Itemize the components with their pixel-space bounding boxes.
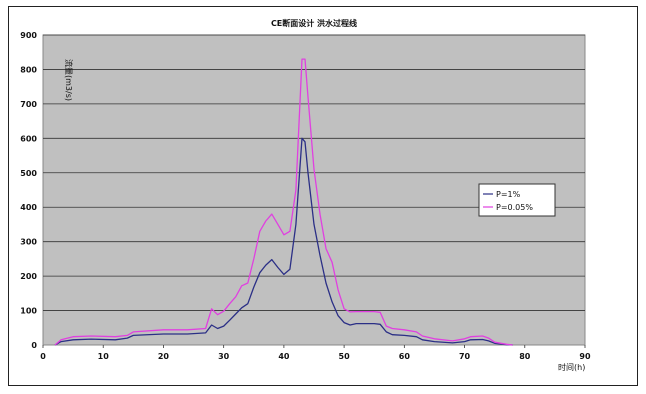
x-tick-label: 60 — [399, 352, 411, 361]
legend-box — [478, 183, 556, 217]
legend: P=1% P=0.05% — [478, 183, 556, 217]
x-axis-ticks: 0 10 20 30 40 50 60 70 80 90 — [40, 345, 591, 361]
x-tick-label: 80 — [519, 352, 531, 361]
y-tick-label: 500 — [20, 169, 37, 178]
y-tick-label: 0 — [31, 341, 37, 350]
y-tick-label: 200 — [20, 272, 37, 281]
y-tick-label: 700 — [20, 100, 37, 109]
y-tick-label: 900 — [20, 31, 37, 40]
legend-label-p1: P=1% — [496, 190, 521, 199]
legend-label-p005: P=0.05% — [496, 203, 533, 212]
series-line-1 — [54, 58, 513, 346]
flood-hydrograph-chart: 0 10 20 30 40 50 60 70 80 90 0 100 200 300 400 500 600 7… — [20, 18, 591, 372]
x-tick-label: 90 — [579, 352, 591, 361]
x-tick-label: 0 — [40, 352, 46, 361]
x-tick-label: 10 — [98, 352, 110, 361]
series-lines — [54, 58, 513, 346]
x-tick-label: 70 — [459, 352, 471, 361]
y-tick-label: 600 — [20, 134, 37, 143]
x-tick-label: 20 — [158, 352, 170, 361]
y-tick-label: 100 — [20, 307, 37, 316]
x-axis-label: 时间(h) — [558, 362, 585, 372]
chart-frame: 0 10 20 30 40 50 60 70 80 90 0 100 200 300 400 500 600 7… — [8, 6, 638, 386]
y-tick-label: 400 — [20, 203, 37, 212]
x-tick-label: 50 — [339, 352, 351, 361]
y-tick-label: 800 — [20, 65, 37, 74]
gridlines — [43, 34, 585, 311]
series-line-0 — [54, 137, 513, 346]
y-axis-label: 流量(m3/s) — [64, 59, 74, 101]
y-tick-label: 300 — [20, 238, 37, 247]
x-tick-label: 40 — [278, 352, 290, 361]
x-tick-label: 30 — [218, 352, 230, 361]
chart-title: CE断面设计 洪水过程线 — [271, 18, 357, 28]
y-axis-ticks: 0 100 200 300 400 500 600 700 800 900 — [20, 31, 37, 350]
